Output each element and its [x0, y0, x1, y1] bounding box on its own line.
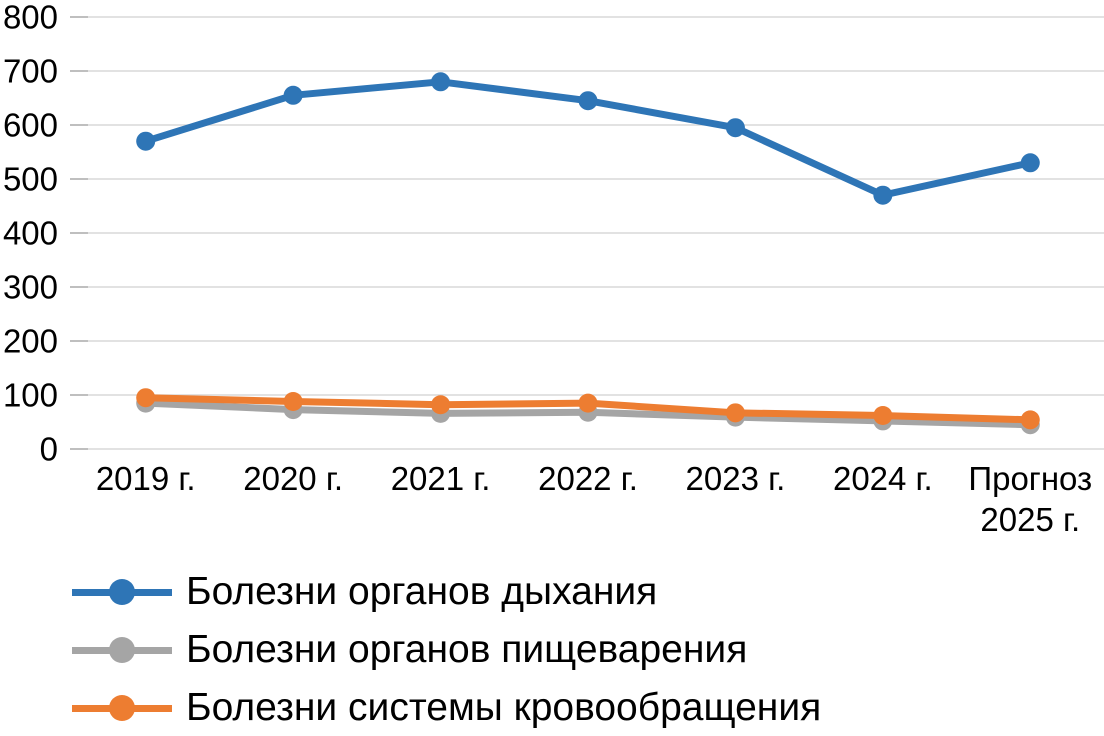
legend-item-respiratory: Болезни органов дыхания [72, 563, 821, 621]
svg-text:600: 600 [3, 107, 58, 144]
legend-marker-gray-icon [72, 635, 172, 665]
svg-text:2019 г.: 2019 г. [96, 460, 196, 497]
svg-text:2021 г.: 2021 г. [391, 460, 491, 497]
svg-text:2024 г.: 2024 г. [833, 460, 933, 497]
svg-text:700: 700 [3, 53, 58, 90]
svg-text:2020 г.: 2020 г. [243, 460, 343, 497]
svg-text:2023 г.: 2023 г. [686, 460, 786, 497]
svg-text:500: 500 [3, 161, 58, 198]
legend-item-digestive: Болезни органов пищеварения [72, 621, 821, 679]
svg-text:300: 300 [3, 269, 58, 306]
svg-text:2022 г.: 2022 г. [538, 460, 638, 497]
legend-marker-orange-icon [72, 693, 172, 723]
svg-text:800: 800 [3, 0, 58, 36]
legend-label-circulatory: Болезни системы кровообращения [186, 686, 822, 729]
svg-text:200: 200 [3, 323, 58, 360]
legend-marker-blue-icon [72, 577, 172, 607]
legend-label-digestive: Болезни органов пищеварения [186, 628, 748, 671]
plot-area: 0 100 200 300 400 500 600 700 800 2019 г. 2020 г. 2… [3, 0, 1104, 538]
legend-label-respiratory: Болезни органов дыхания [186, 570, 658, 613]
svg-text:400: 400 [3, 215, 58, 252]
chart-legend: Болезни органов дыхания Болезни органов … [72, 563, 821, 736]
svg-text:0: 0 [40, 431, 58, 468]
svg-text:100: 100 [3, 377, 58, 414]
legend-item-circulatory: Болезни системы кровообращения [72, 679, 821, 736]
